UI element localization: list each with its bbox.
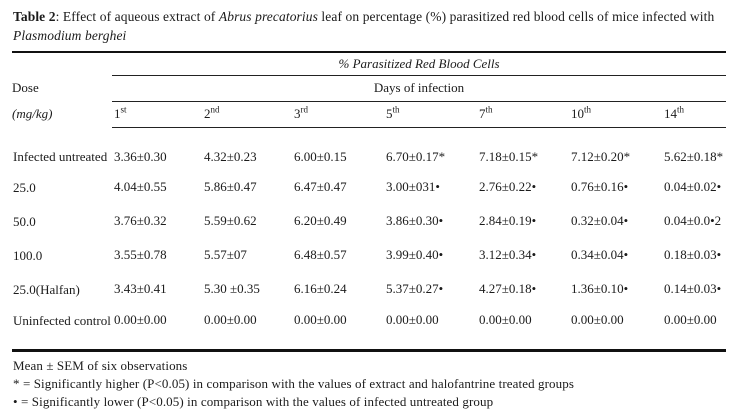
table-cell: 0.04±0.0•2 bbox=[664, 213, 722, 228]
day-ordinal: rd bbox=[300, 104, 309, 115]
species-name-1: Abrus precatorius bbox=[218, 9, 318, 24]
table-cell: 0.00±0.00 bbox=[479, 312, 532, 327]
dose-label: Dose bbox=[12, 80, 39, 95]
table-cell: 0.34±0.04• bbox=[571, 247, 629, 262]
table-footnotes: Mean ± SEM of six observations * = Signi… bbox=[13, 357, 726, 411]
day-ordinal: st bbox=[120, 104, 127, 115]
table-cell: 3.76±0.32 bbox=[114, 213, 167, 228]
table-row-dose-100: 100.0 3.55±0.78 5.57±07 6.48±0.57 3.99±0… bbox=[12, 238, 726, 272]
table-cell: 0.00±0.00 bbox=[204, 312, 257, 327]
day-ordinal: th bbox=[677, 104, 685, 115]
table-cell: 6.20±0.49 bbox=[294, 213, 347, 228]
day-number: 1 bbox=[114, 106, 121, 121]
table-cell: 0.00±0.00 bbox=[114, 312, 167, 327]
table-caption-label: Table 2 bbox=[13, 9, 56, 24]
table-cell: 6.47±0.47 bbox=[294, 179, 347, 194]
column-header-day-1: 1st bbox=[112, 101, 202, 128]
table-cell: 5.86±0.47 bbox=[204, 179, 257, 194]
table-caption-text-2: leaf on percentage (%) parasitized red b… bbox=[317, 9, 715, 24]
day-number: 2 bbox=[204, 106, 211, 121]
table-cell: 3.00±031• bbox=[386, 179, 440, 194]
table-cell: 0.76±0.16• bbox=[571, 179, 629, 194]
table-cell: 0.14±0.03• bbox=[664, 281, 722, 296]
table-cell: 1.36±0.10• bbox=[571, 281, 629, 296]
table-cell: 5.62±0.18* bbox=[664, 149, 724, 164]
day-number: 5 bbox=[386, 106, 393, 121]
table-cell: 5.37±0.27• bbox=[386, 281, 444, 296]
table-cell: 7.12±0.20* bbox=[571, 149, 631, 164]
footnote-asterisk: * = Significantly higher (P<0.05) in com… bbox=[13, 375, 575, 391]
table-cell: 3.55±0.78 bbox=[114, 247, 167, 262]
table-cell: 0.00±0.00 bbox=[664, 312, 717, 327]
column-header-day-5: 5th bbox=[384, 101, 477, 128]
results-table: % Parasitized Red Blood Cells Dose Days … bbox=[12, 51, 727, 352]
table-cell: 0.18±0.03• bbox=[664, 247, 722, 262]
day-number: 7 bbox=[479, 106, 486, 121]
table-caption-text-1: : Effect of aqueous extract of bbox=[55, 9, 219, 24]
table-cell: 6.70±0.17* bbox=[386, 149, 446, 164]
column-header-day-7: 7th bbox=[477, 101, 569, 128]
table-cell: 3.43±0.41 bbox=[114, 281, 167, 296]
table-cell: 6.16±0.24 bbox=[294, 281, 347, 296]
row-label: Uninfected control bbox=[13, 313, 111, 328]
table-cell: 2.76±0.22• bbox=[479, 179, 537, 194]
dose-unit-label: (mg/kg) bbox=[12, 106, 53, 121]
table-cell: 2.84±0.19• bbox=[479, 213, 537, 228]
table-cell: 7.18±0.15* bbox=[479, 149, 539, 164]
table-cell: 5.57±07 bbox=[204, 247, 247, 262]
table-cell: 6.48±0.57 bbox=[294, 247, 347, 262]
day-ordinal: th bbox=[584, 104, 592, 115]
table-cell: 5.30 ±0.35 bbox=[204, 281, 260, 296]
table-cell: 6.00±0.15 bbox=[294, 149, 347, 164]
table-row-infected-untreated: Infected untreated 3.36±0.30 4.32±0.23 6… bbox=[12, 127, 726, 170]
table-row-uninfected-control: Uninfected control 0.00±0.00 0.00±0.00 0… bbox=[12, 306, 726, 350]
day-number: 10 bbox=[571, 106, 584, 121]
table-cell: 5.59±0.62 bbox=[204, 213, 257, 228]
table-cell: 3.99±0.40• bbox=[386, 247, 444, 262]
day-ordinal: th bbox=[485, 104, 493, 115]
group-header: % Parasitized Red Blood Cells bbox=[112, 52, 727, 76]
table-cell: 0.04±0.02• bbox=[664, 179, 722, 194]
table-cell: 3.36±0.30 bbox=[114, 149, 167, 164]
row-label: 25.0(Halfan) bbox=[13, 281, 80, 297]
table-cell: 4.27±0.18• bbox=[479, 281, 537, 296]
species-name-2: Plasmodium berghei bbox=[13, 28, 127, 43]
table-row-dose-25: 25.0 4.04±0.55 5.86±0.47 6.47±0.47 3.00±… bbox=[12, 170, 726, 204]
day-number: 14 bbox=[664, 106, 677, 121]
day-ordinal: th bbox=[392, 104, 400, 115]
footnote-bullet: • = Significantly lower (P<0.05) in comp… bbox=[13, 393, 494, 409]
table-caption: Table 2: Effect of aqueous extract of Ab… bbox=[13, 7, 726, 45]
column-header-day-10: 10th bbox=[569, 101, 662, 128]
table-row-dose-50: 50.0 3.76±0.32 5.59±0.62 6.20±0.49 3.86±… bbox=[12, 204, 726, 238]
row-label: 50.0 bbox=[13, 213, 36, 229]
table-row-halfan: 25.0(Halfan) 3.43±0.41 5.30 ±0.35 6.16±0… bbox=[12, 272, 726, 306]
column-header-day-2: 2nd bbox=[202, 101, 292, 128]
days-of-infection-header: Days of infection bbox=[112, 75, 727, 102]
table-cell: 0.32±0.04• bbox=[571, 213, 629, 228]
day-number: 3 bbox=[294, 106, 301, 121]
table-cell: 4.04±0.55 bbox=[114, 179, 167, 194]
footnote-mean-sem: Mean ± SEM of six observations bbox=[13, 357, 188, 373]
table-cell: 0.00±0.00 bbox=[294, 312, 347, 327]
column-header-day-14: 14th bbox=[662, 101, 727, 128]
day-ordinal: nd bbox=[210, 104, 220, 115]
row-label: 25.0 bbox=[13, 179, 36, 195]
table-cell: 3.86±0.30• bbox=[386, 213, 444, 228]
row-label: 100.0 bbox=[13, 247, 43, 263]
table-cell: 3.12±0.34• bbox=[479, 247, 537, 262]
column-header-day-3: 3rd bbox=[292, 101, 384, 128]
table-cell: 4.32±0.23 bbox=[204, 149, 257, 164]
header-corner-empty bbox=[12, 52, 112, 75]
row-label: Infected untreated bbox=[13, 149, 108, 164]
table-cell: 0.00±0.00 bbox=[386, 312, 439, 327]
table-cell: 0.00±0.00 bbox=[571, 312, 624, 327]
